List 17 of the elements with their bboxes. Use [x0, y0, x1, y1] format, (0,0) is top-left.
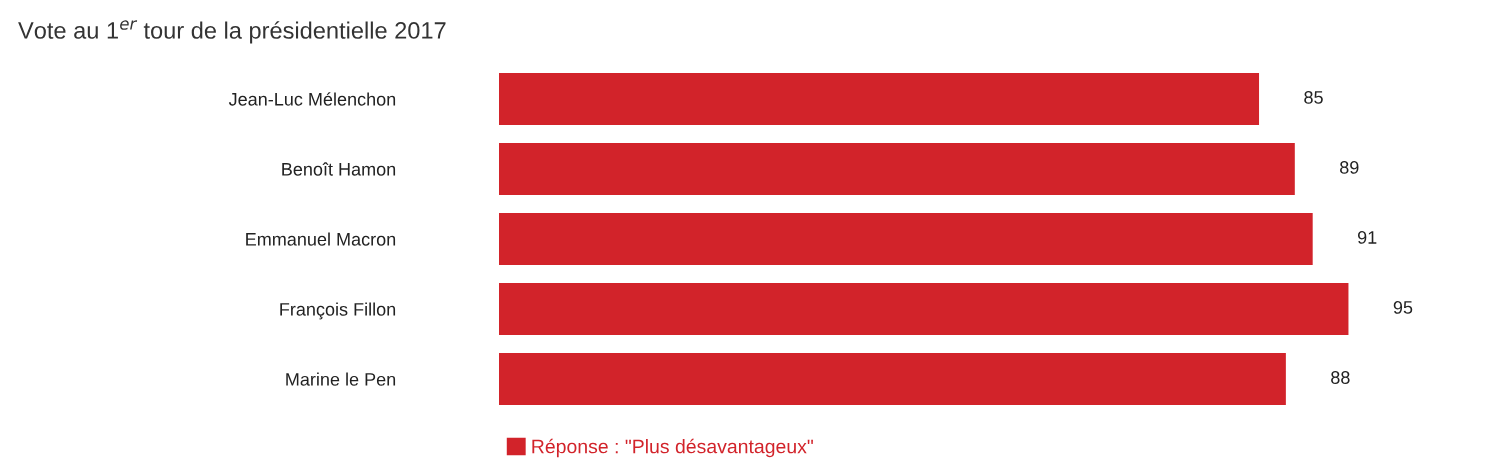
bar [499, 72, 1260, 125]
data-label: 91 [1357, 231, 1377, 244]
bar [499, 283, 1349, 336]
legend-label: Réponse : "Plus désavantageux" [532, 438, 813, 458]
data-label: 88 [1331, 371, 1350, 384]
y-tick-label: Jean-Luc Mélenchon [228, 92, 396, 106]
data-label: 95 [1393, 301, 1413, 314]
y-tick-label: Benoît Hamon [282, 162, 396, 176]
y-tick-label: Emmanuel Macron [246, 232, 396, 246]
data-label: 85 [1304, 91, 1323, 104]
bar [499, 212, 1313, 266]
bar [499, 142, 1295, 195]
text: Vote au 1$^{er}$ tour de la présidentielle 2017 [18, 20, 446, 44]
data-label: 89 [1340, 161, 1359, 174]
bar [499, 353, 1286, 406]
y-tick-label: François Fillon [280, 302, 396, 320]
y-tick-label: Marine le Pen [286, 372, 396, 386]
